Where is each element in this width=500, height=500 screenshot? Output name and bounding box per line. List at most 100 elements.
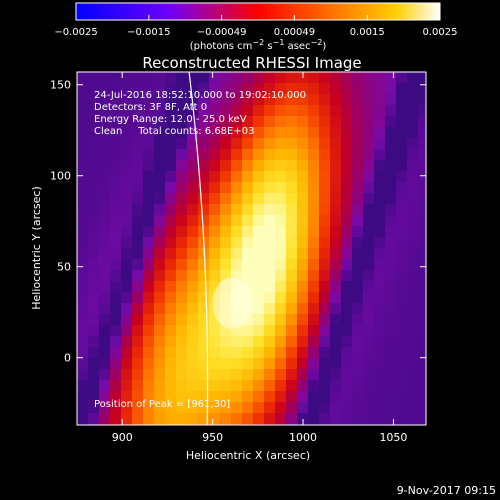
heatmap-cell bbox=[407, 127, 418, 138]
heatmap-cell bbox=[341, 292, 352, 303]
heatmap-cell bbox=[275, 259, 286, 270]
heatmap-cell bbox=[264, 204, 275, 215]
colorbar-tick-label: −0.0025 bbox=[54, 27, 97, 38]
heatmap-cell bbox=[363, 83, 374, 94]
heatmap-cell bbox=[330, 160, 341, 171]
heatmap-cell bbox=[88, 182, 99, 193]
heatmap-cell bbox=[418, 138, 426, 149]
heatmap-cell bbox=[187, 149, 198, 160]
heatmap-cell bbox=[198, 369, 209, 380]
heatmap-cell bbox=[253, 160, 264, 171]
info-annotation-line: Clean Total counts: 6.68E+03 bbox=[94, 126, 254, 137]
heatmap-cell bbox=[143, 380, 154, 391]
heatmap-cell bbox=[308, 391, 319, 402]
heatmap-cell bbox=[165, 182, 176, 193]
heatmap-cell bbox=[176, 215, 187, 226]
heatmap-cell bbox=[198, 259, 209, 270]
heatmap-cell bbox=[341, 226, 352, 237]
heatmap-cell bbox=[209, 259, 220, 270]
heatmap-cell bbox=[352, 259, 363, 270]
colorbar-units-prefix: (photons cm bbox=[190, 41, 253, 52]
heatmap-cell bbox=[330, 259, 341, 270]
heatmap-cell bbox=[220, 215, 231, 226]
heatmap-cell bbox=[187, 314, 198, 325]
heatmap-cell bbox=[286, 171, 297, 182]
heatmap-cell bbox=[77, 391, 88, 402]
heatmap-cell bbox=[99, 83, 110, 94]
heatmap-cell bbox=[165, 105, 176, 116]
heatmap-cell bbox=[209, 94, 220, 105]
heatmap-cell bbox=[187, 358, 198, 369]
heatmap-cell bbox=[220, 83, 231, 94]
heatmap-cell bbox=[121, 402, 132, 413]
heatmap-cell bbox=[319, 336, 330, 347]
heatmap-cell bbox=[407, 215, 418, 226]
heatmap-cell bbox=[396, 380, 407, 391]
heatmap-cell bbox=[286, 259, 297, 270]
heatmap-cell bbox=[209, 149, 220, 160]
heatmap-cell bbox=[330, 105, 341, 116]
heatmap-cell bbox=[132, 347, 143, 358]
heatmap-cell bbox=[407, 314, 418, 325]
heatmap-cell bbox=[209, 182, 220, 193]
heatmap-cell bbox=[352, 83, 363, 94]
heatmap-cell bbox=[396, 369, 407, 380]
heatmap-cell bbox=[341, 83, 352, 94]
heatmap-cell bbox=[242, 105, 253, 116]
heatmap-cell bbox=[308, 116, 319, 127]
heatmap-cell bbox=[264, 424, 275, 425]
heatmap-cell bbox=[363, 149, 374, 160]
heatmap-cell bbox=[253, 215, 264, 226]
heatmap-cell bbox=[132, 171, 143, 182]
heatmap-cell bbox=[396, 402, 407, 413]
heatmap-cell bbox=[253, 402, 264, 413]
heatmap-cell bbox=[242, 215, 253, 226]
heatmap-cell bbox=[187, 347, 198, 358]
heatmap-cell bbox=[165, 281, 176, 292]
heatmap-cell bbox=[110, 149, 121, 160]
heatmap-cell bbox=[132, 259, 143, 270]
heatmap-cell bbox=[88, 105, 99, 116]
heatmap-cell bbox=[363, 237, 374, 248]
heatmap-cell bbox=[231, 270, 242, 281]
heatmap-cell bbox=[385, 347, 396, 358]
heatmap-cell bbox=[330, 380, 341, 391]
heatmap-cell bbox=[407, 281, 418, 292]
heatmap-cell bbox=[231, 105, 242, 116]
heatmap-cell bbox=[341, 160, 352, 171]
heatmap-cell bbox=[143, 237, 154, 248]
heatmap-cell bbox=[264, 248, 275, 259]
heatmap-cell bbox=[341, 138, 352, 149]
heatmap-cell bbox=[264, 391, 275, 402]
peak-position-label: Position of Peak = [961,30] bbox=[94, 399, 230, 410]
heatmap-cell bbox=[275, 171, 286, 182]
heatmap-cell bbox=[418, 402, 426, 413]
heatmap-cell bbox=[253, 248, 264, 259]
heatmap-cell bbox=[110, 182, 121, 193]
heatmap-cell bbox=[143, 138, 154, 149]
heatmap-cell bbox=[121, 72, 132, 83]
heatmap-cell bbox=[187, 369, 198, 380]
heatmap-cell bbox=[264, 149, 275, 160]
heatmap-cell bbox=[330, 281, 341, 292]
heatmap-cell bbox=[374, 314, 385, 325]
heatmap-cell bbox=[231, 204, 242, 215]
heatmap-cell bbox=[385, 413, 396, 424]
heatmap-cell bbox=[330, 215, 341, 226]
heatmap-cell bbox=[297, 204, 308, 215]
heatmap-cell bbox=[198, 193, 209, 204]
heatmap-cell bbox=[220, 72, 231, 83]
heatmap-cell bbox=[396, 314, 407, 325]
heatmap-cell bbox=[308, 72, 319, 83]
heatmap-cell bbox=[363, 380, 374, 391]
heatmap-cell bbox=[297, 116, 308, 127]
heatmap-cell bbox=[198, 402, 209, 413]
heatmap-cell bbox=[407, 171, 418, 182]
colorbar-tick-label: 0.0015 bbox=[350, 27, 385, 38]
heatmap-cell bbox=[297, 369, 308, 380]
heatmap-cell bbox=[242, 116, 253, 127]
heatmap-cell bbox=[187, 204, 198, 215]
heatmap-cell bbox=[77, 424, 88, 425]
heatmap-cell bbox=[275, 270, 286, 281]
heatmap-cell bbox=[110, 391, 121, 402]
